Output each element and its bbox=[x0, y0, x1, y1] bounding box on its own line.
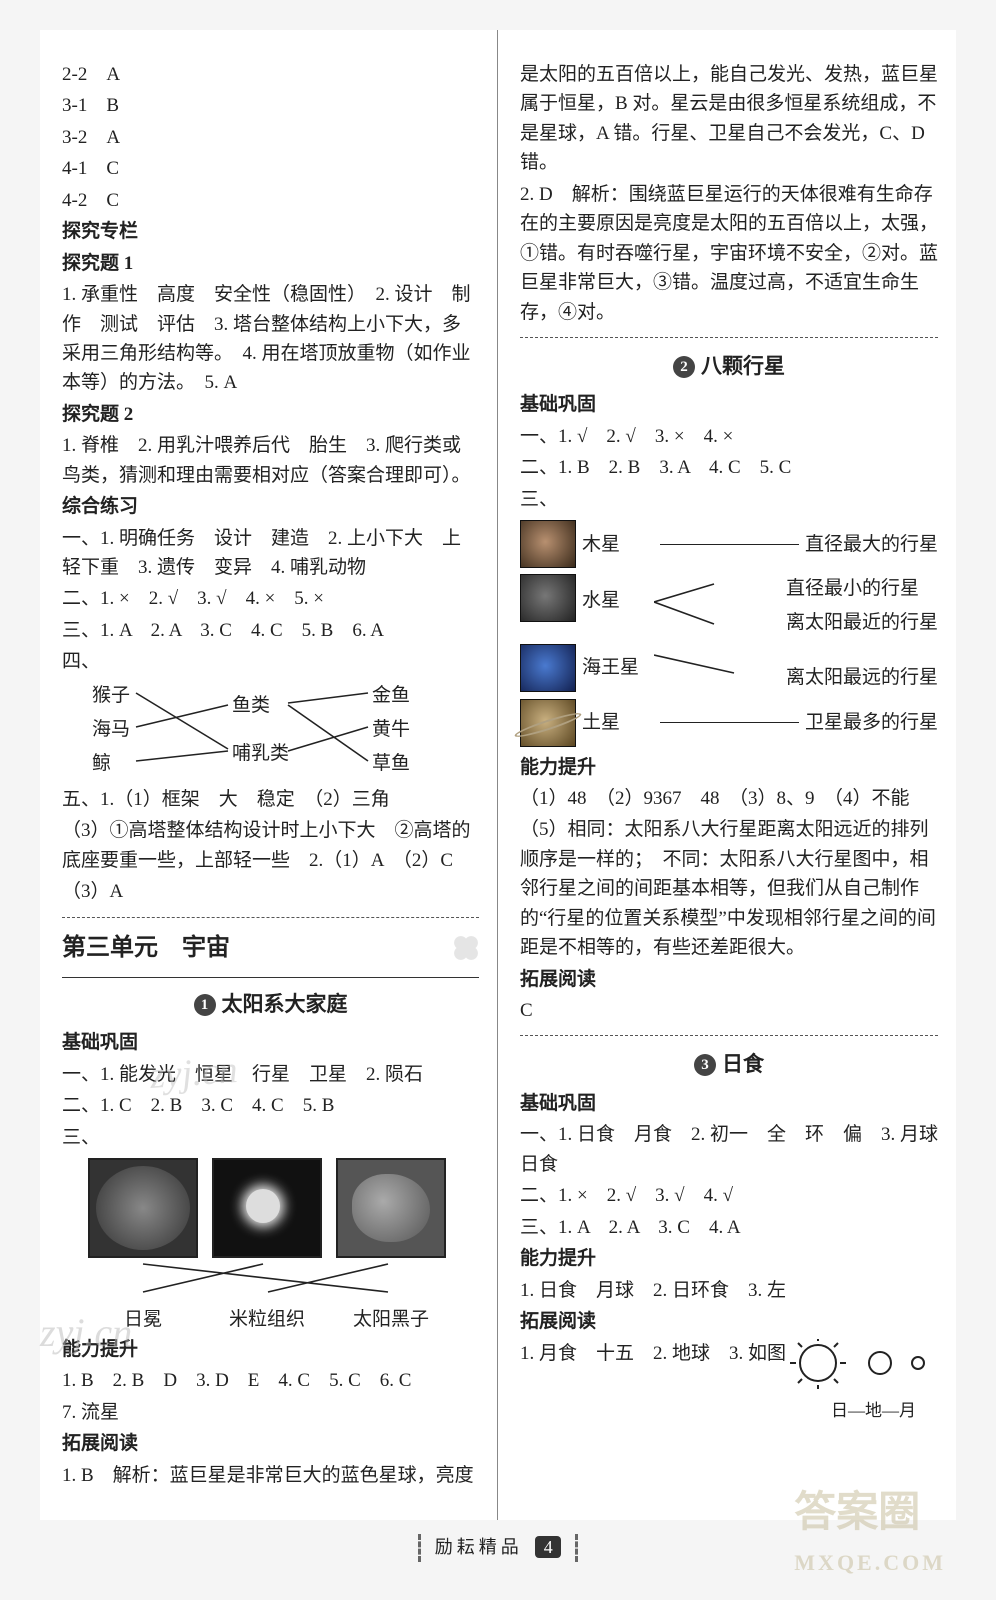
planet-name: 海王星 bbox=[582, 653, 654, 682]
eclipse-labels: 日—地—月 bbox=[520, 1398, 938, 1424]
subsection-header: 基础巩固 bbox=[520, 390, 938, 419]
planet-name: 土星 bbox=[582, 708, 654, 737]
page-footer: 励耘精品 4 bbox=[0, 1534, 996, 1562]
lesson-title: 2八颗行星 bbox=[520, 350, 938, 383]
planet-icon bbox=[520, 699, 576, 747]
divider bbox=[62, 917, 479, 918]
answer-text: 一、1. 能发光 恒星 行星 卫星 2. 陨石 bbox=[62, 1060, 479, 1089]
planet-match: 木星 直径最大的行星 水星 直径最小的行星 离太阳最近的行星 bbox=[520, 520, 938, 746]
answer-text: （3）①高塔整体结构设计时上小下大 ②高塔的底座要重一些，上部轻一些 2.（1）… bbox=[62, 816, 479, 875]
answer-text: 2. D 解析：围绕蓝巨星运行的天体很难有生命存在的主要原因是亮度是太阳的五百倍… bbox=[520, 180, 938, 327]
answer-text: C bbox=[520, 996, 938, 1025]
right-column: 是太阳的五百倍以上，能自己发光、发热，蓝巨星属于恒星，B 对。星云是由很多恒星系… bbox=[498, 30, 956, 1520]
page-number: 4 bbox=[535, 1536, 561, 1558]
planet-desc: 直径最大的行星 bbox=[805, 530, 938, 559]
answer-text: 一、1. 日食 月食 2. 初一 全 环 偏 3. 月球 日食 bbox=[520, 1120, 938, 1179]
subsection-header: 能力提升 bbox=[62, 1335, 479, 1364]
planet-name: 木星 bbox=[582, 530, 654, 559]
answer-pair: 4-1 C bbox=[62, 154, 479, 183]
flower-icon bbox=[453, 935, 479, 961]
answer-text: 是太阳的五百倍以上，能自己发光、发热，蓝巨星属于恒星，B 对。星云是由很多恒星系… bbox=[520, 60, 938, 178]
fork-lines-icon bbox=[654, 574, 786, 638]
subsection-header: 能力提升 bbox=[520, 1244, 938, 1273]
line-icon bbox=[654, 643, 786, 683]
planet-desc: 直径最小的行星 bbox=[786, 574, 938, 603]
planet-icon bbox=[520, 574, 576, 622]
sun-labels: 日冕 米粒组织 太阳黑子 bbox=[88, 1305, 479, 1334]
matching-diagram: 猴子 海马 鲸 鱼类 哺乳类 金鱼 黄牛 草鱼 bbox=[92, 681, 479, 781]
answer-text: 1. 月食 十五 2. 地球 3. 如图 bbox=[520, 1339, 788, 1368]
sun-images bbox=[88, 1158, 479, 1258]
planet-name: 水星 bbox=[582, 586, 654, 615]
sun-image-icon bbox=[336, 1158, 446, 1258]
planet-icon bbox=[520, 520, 576, 568]
answer-text: 三、 bbox=[520, 485, 938, 514]
sun-earth-moon-icon bbox=[788, 1339, 938, 1389]
planet-desc: 离太阳最近的行星 bbox=[786, 608, 938, 637]
answer-pair: 2-2 A bbox=[62, 60, 479, 89]
answer-text: 三、 bbox=[62, 1123, 479, 1152]
answer-text: 1. 脊椎 2. 用乳汁喂养后代 胎生 3. 爬行类或鸟类，猜测和理由需要相对应… bbox=[62, 431, 479, 490]
sun-image-icon bbox=[88, 1158, 198, 1258]
number-badge: 2 bbox=[673, 356, 695, 378]
watermark: zyj.cn bbox=[148, 1041, 239, 1106]
answer-text: 一、1. √ 2. √ 3. × 4. × bbox=[520, 422, 938, 451]
answer-text: 二、1. B 2. B 3. A 4. C 5. C bbox=[520, 453, 938, 482]
answer-text: 1. 承重性 高度 安全性（稳固性） 2. 设计 制作 测试 评估 3. 塔台整… bbox=[62, 280, 479, 398]
question-header: 探究题 2 bbox=[62, 400, 479, 429]
planet-desc: 卫星最多的行星 bbox=[805, 708, 938, 737]
answer-text: 五、1.（1）框架 大 稳定 （2）三角 bbox=[62, 785, 479, 814]
section-header: 探究专栏 bbox=[62, 217, 479, 246]
planet-desc: 离太阳最远的行星 bbox=[786, 663, 938, 692]
answer-text: 二、1. C 2. B 3. C 4. C 5. B bbox=[62, 1091, 479, 1120]
answer-text: 二、1. × 2. √ 3. √ 4. × 5. × bbox=[62, 584, 479, 613]
eclipse-diagram bbox=[788, 1339, 938, 1398]
answer-pair: 3-2 A bbox=[62, 123, 479, 152]
match-lines-icon bbox=[92, 681, 452, 781]
subsection-header: 拓展阅读 bbox=[62, 1429, 479, 1458]
lesson-title: 3日食 bbox=[520, 1048, 938, 1081]
left-column: 2-2 A 3-1 B 3-2 A 4-1 C 4-2 C 探究专栏 探究题 1… bbox=[40, 30, 498, 1520]
subsection-header: 拓展阅读 bbox=[520, 965, 938, 994]
divider bbox=[62, 977, 479, 978]
lesson-title: 1太阳系大家庭 bbox=[62, 988, 479, 1021]
sun-image-icon bbox=[212, 1158, 322, 1258]
answer-pair: 4-2 C bbox=[62, 186, 479, 215]
number-badge: 1 bbox=[194, 994, 216, 1016]
subsection-header: 基础巩固 bbox=[520, 1089, 938, 1118]
answer-text: （3）A bbox=[62, 877, 479, 906]
answer-text: 三、1. A 2. A 3. C 4. C 5. B 6. A bbox=[62, 616, 479, 645]
subsection-header: 拓展阅读 bbox=[520, 1307, 938, 1336]
answer-text: 1. B 解析：蓝巨星是非常巨大的蓝色星球，亮度 bbox=[62, 1461, 479, 1490]
answer-text: 二、1. × 2. √ 3. √ 4. √ bbox=[520, 1181, 938, 1210]
answer-text: （1）48 （2）9367 48 （3）8、9 （4）不能 bbox=[520, 784, 938, 813]
answer-text: 1. 日食 月球 2. 日环食 3. 左 bbox=[520, 1276, 938, 1305]
cross-lines-icon bbox=[88, 1262, 448, 1296]
answer-text: 一、1. 明确任务 设计 建造 2. 上小下大 上轻下重 3. 遗传 变异 4.… bbox=[62, 524, 479, 583]
subsection-header: 能力提升 bbox=[520, 753, 938, 782]
match-prefix: 四、 bbox=[62, 651, 100, 672]
number-badge: 3 bbox=[694, 1054, 716, 1076]
divider bbox=[520, 337, 938, 338]
subsection-header: 基础巩固 bbox=[62, 1028, 479, 1057]
answer-text: 1. B 2. B D 3. D E 4. C 5. C 6. C bbox=[62, 1366, 479, 1395]
answer-text: 三、1. A 2. A 3. C 4. A bbox=[520, 1213, 938, 1242]
planet-icon bbox=[520, 644, 576, 692]
answer-pair: 3-1 B bbox=[62, 91, 479, 120]
answer-text: 7. 流星 bbox=[62, 1398, 479, 1427]
answer-text: （5）相同：太阳系八大行星距离太阳远近的排列顺序是一样的； 不同：太阳系八大行星… bbox=[520, 815, 938, 962]
divider bbox=[520, 1035, 938, 1036]
unit-title: 第三单元 宇宙 bbox=[62, 930, 479, 967]
question-header: 探究题 1 bbox=[62, 249, 479, 278]
section-header: 综合练习 bbox=[62, 492, 479, 521]
